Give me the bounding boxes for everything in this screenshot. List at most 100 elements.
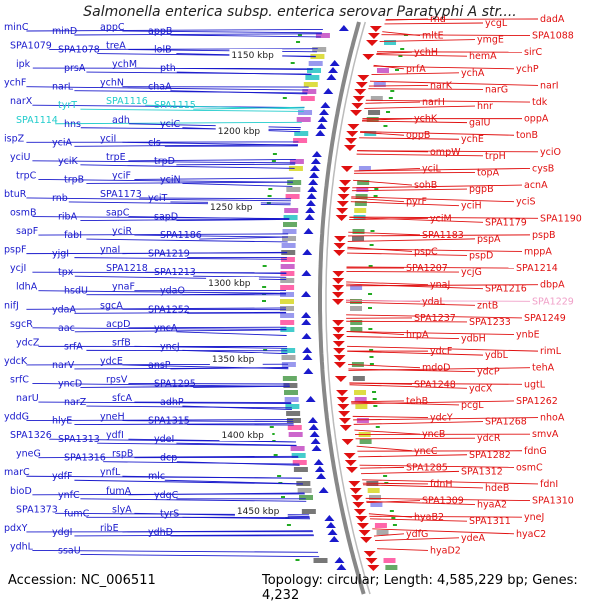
gene-label-tpx[interactable]: tpx <box>58 267 74 278</box>
gene-label-ydfF[interactable]: ydfF <box>52 471 72 482</box>
gene-label-SPA1216[interactable]: SPA1216 <box>485 284 527 295</box>
gene-label-adh[interactable]: adh <box>112 115 130 126</box>
gene-label-SPA1078[interactable]: SPA1078 <box>58 45 100 56</box>
gene-label-hsdU[interactable]: hsdU <box>64 286 88 297</box>
gene-label-hyaC2[interactable]: hyaC2 <box>516 529 546 540</box>
gene-label-zntB[interactable]: zntB <box>477 300 498 311</box>
gene-label-prfA[interactable]: prfA <box>406 64 426 75</box>
gene-label-ydfI[interactable]: ydfI <box>106 430 124 441</box>
gene-label-yncC[interactable]: yncC <box>414 446 438 457</box>
gene-label-sgcR[interactable]: sgcR <box>10 319 33 330</box>
gene-label-nhoA[interactable]: nhoA <box>540 413 565 424</box>
gene-label-ydcZ[interactable]: ydcZ <box>16 337 40 348</box>
gene-label-ydbL[interactable]: ydbL <box>485 350 509 361</box>
gene-label-lolB[interactable]: lolB <box>154 45 172 56</box>
gene-label-ydhL[interactable]: ydhL <box>10 541 34 552</box>
gene-label-SPA1173[interactable]: SPA1173 <box>100 189 142 200</box>
gene-label-dcp[interactable]: dcp <box>160 453 177 464</box>
gene-label-yciR[interactable]: yciR <box>112 226 132 237</box>
gene-label-SPA1218[interactable]: SPA1218 <box>106 263 148 274</box>
gene-label-tehB[interactable]: tehB <box>406 396 428 407</box>
gene-label-trpE[interactable]: trpE <box>106 152 126 163</box>
gene-label-oppA[interactable]: oppA <box>524 114 549 125</box>
gene-label-ydbH[interactable]: ydbH <box>461 334 486 345</box>
gene-label-pdxY[interactable]: pdxY <box>4 523 28 534</box>
gene-label-pspD[interactable]: pspD <box>469 250 493 261</box>
gene-label-cls[interactable]: cls <box>148 137 161 148</box>
gene-label-minD[interactable]: minD <box>52 26 77 37</box>
gene-label-narG[interactable]: narG <box>485 84 508 95</box>
gene-label-sfcA[interactable]: sfcA <box>112 393 133 404</box>
gene-label-yciC[interactable]: yciC <box>160 119 180 130</box>
gene-label-sohB[interactable]: sohB <box>414 180 437 191</box>
gene-label-SPA1326[interactable]: SPA1326 <box>10 430 52 441</box>
gene-label-narX[interactable]: narX <box>10 96 33 107</box>
gene-label-srfB[interactable]: srfB <box>112 337 131 348</box>
gene-label-chaA[interactable]: chaA <box>148 82 172 93</box>
gene-label-ydfG[interactable]: ydfG <box>406 529 428 540</box>
gene-label-trpH[interactable]: trpH <box>485 151 506 162</box>
gene-label-ychF[interactable]: ychF <box>4 78 26 89</box>
gene-label-ydaL[interactable]: ydaL <box>422 296 445 307</box>
gene-label-ychK[interactable]: ychK <box>414 114 438 125</box>
gene-label-adhP[interactable]: adhP <box>160 397 184 408</box>
gene-label-trpC[interactable]: trpC <box>16 170 37 181</box>
gene-label-fumA[interactable]: fumA <box>106 486 132 497</box>
gene-label-ydaA[interactable]: ydaA <box>52 304 76 315</box>
gene-label-hdeB[interactable]: hdeB <box>485 483 509 494</box>
gene-label-narZ[interactable]: narZ <box>64 397 87 408</box>
gene-label-rpsV[interactable]: rpsV <box>106 374 128 385</box>
gene-label-mppA[interactable]: mppA <box>524 246 552 257</box>
gene-label-SPA1282[interactable]: SPA1282 <box>469 450 511 461</box>
gene-label-fdnG[interactable]: fdnG <box>524 446 547 457</box>
gene-label-ydcE[interactable]: ydcE <box>100 356 123 367</box>
gene-label-sapD[interactable]: sapD <box>154 212 178 223</box>
gene-label-SPA1079[interactable]: SPA1079 <box>10 41 52 52</box>
gene-label-hyaA2[interactable]: hyaA2 <box>477 500 507 511</box>
gene-label-yncA[interactable]: yncA <box>154 323 178 334</box>
gene-label-appC[interactable]: appC <box>100 22 125 33</box>
gene-label-fdnH[interactable]: fdnH <box>430 479 453 490</box>
gene-label-SPA1285[interactable]: SPA1285 <box>406 462 448 473</box>
gene-label-SPA1295[interactable]: SPA1295 <box>154 378 196 389</box>
gene-label-SPA1248[interactable]: SPA1248 <box>414 379 456 390</box>
gene-label-yciF[interactable]: yciF <box>112 170 131 181</box>
gene-label-tdk[interactable]: tdk <box>532 97 548 108</box>
gene-label-sirC[interactable]: sirC <box>524 47 542 58</box>
gene-label-hlyE[interactable]: hlyE <box>52 416 72 427</box>
gene-label-ymgE[interactable]: ymgE <box>477 35 504 46</box>
gene-label-yneH[interactable]: yneH <box>100 412 125 423</box>
gene-label-pcgL[interactable]: pcgL <box>461 400 484 411</box>
gene-label-mlc[interactable]: mlc <box>148 471 165 482</box>
gene-label-SPA1233[interactable]: SPA1233 <box>469 317 511 328</box>
gene-label-marC[interactable]: marC <box>4 467 30 478</box>
gene-label-tonB[interactable]: tonB <box>516 130 538 141</box>
gene-label-narU[interactable]: narU <box>16 393 39 404</box>
gene-label-yciM[interactable]: yciM <box>430 213 452 224</box>
gene-label-narL[interactable]: narL <box>52 82 74 93</box>
gene-label-SPA1313[interactable]: SPA1313 <box>58 434 100 445</box>
gene-label-SPA1316[interactable]: SPA1316 <box>64 453 106 464</box>
gene-label-ycjG[interactable]: ycjG <box>461 267 482 278</box>
gene-label-sapC[interactable]: sapC <box>106 208 130 219</box>
gene-label-hyaB2[interactable]: hyaB2 <box>414 512 444 523</box>
gene-label-SPA1315[interactable]: SPA1315 <box>148 416 190 427</box>
gene-label-ribA[interactable]: ribA <box>58 212 78 223</box>
gene-label-yciT[interactable]: yciT <box>148 193 167 204</box>
gene-label-SPA1309[interactable]: SPA1309 <box>422 496 464 507</box>
gene-label-SPA1115[interactable]: SPA1115 <box>154 100 196 111</box>
gene-label-trpB[interactable]: trpB <box>64 174 84 185</box>
gene-label-ipk[interactable]: ipk <box>16 59 31 70</box>
gene-label-SPA1219[interactable]: SPA1219 <box>148 249 190 260</box>
gene-label-nifJ[interactable]: nifJ <box>4 300 19 311</box>
gene-label-fabI[interactable]: fabI <box>64 230 82 241</box>
gene-label-osmC[interactable]: osmC <box>516 462 543 473</box>
gene-label-pspA[interactable]: pspA <box>477 234 501 245</box>
gene-label-yciA[interactable]: yciA <box>52 137 72 148</box>
gene-label-ydgI[interactable]: ydgI <box>52 527 72 538</box>
gene-label-ydcX[interactable]: ydcX <box>469 383 493 394</box>
gene-label-pspF[interactable]: pspF <box>4 245 26 256</box>
gene-label-narI[interactable]: narI <box>540 80 559 91</box>
gene-label-ydcK[interactable]: ydcK <box>4 356 28 367</box>
gene-label-pspB[interactable]: pspB <box>532 230 556 241</box>
